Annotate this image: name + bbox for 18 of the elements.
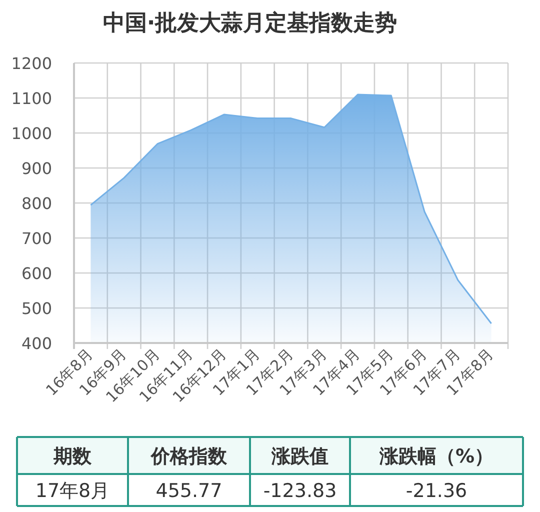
text: -21.36: [406, 480, 468, 502]
y-tick-label: 1200: [11, 54, 52, 73]
y-tick-label: 1000: [11, 124, 52, 143]
y-tick-label: 1100: [11, 89, 52, 108]
y-tick-label: 600: [21, 264, 52, 283]
y-tick-label: 900: [21, 159, 52, 178]
chart-title: 中国·批发大蒜月定基指数走势: [102, 10, 398, 36]
y-tick-label: 800: [21, 194, 52, 213]
text: 17年8月: [35, 480, 110, 502]
y-tick-label: 500: [21, 299, 52, 318]
text: 价格指数: [150, 446, 228, 468]
y-tick-label: 400: [21, 334, 52, 353]
y-tick-label: 700: [21, 229, 52, 248]
text: -123.83: [263, 480, 337, 502]
text: 期数: [52, 446, 92, 468]
text: 455.77: [156, 480, 222, 502]
text: 涨跌幅（%）: [378, 446, 494, 468]
text: 涨跌值: [270, 446, 328, 468]
